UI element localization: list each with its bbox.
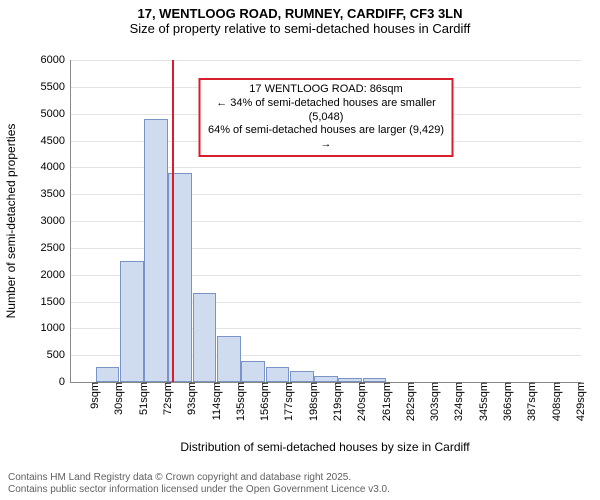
histogram-bar <box>96 367 120 382</box>
footer-line2: Contains public sector information licen… <box>8 484 390 496</box>
histogram-bar <box>193 293 217 382</box>
y-tick-label: 3500 <box>41 188 71 200</box>
y-tick-label: 1000 <box>41 322 71 334</box>
x-axis-label: Distribution of semi-detached houses by … <box>180 440 469 454</box>
annotation-line3: 64% of semi-detached houses are larger (… <box>207 124 446 152</box>
x-tick-label: 408sqm <box>549 382 563 421</box>
histogram-bar <box>241 361 265 382</box>
annotation-line1: 17 WENTLOOG ROAD: 86sqm <box>207 83 446 97</box>
x-tick-label: 30sqm <box>111 382 125 415</box>
chart-title-line1: 17, WENTLOOG ROAD, RUMNEY, CARDIFF, CF3 … <box>0 6 600 21</box>
x-tick-label: 345sqm <box>476 382 490 421</box>
histogram-bar <box>266 367 290 382</box>
x-tick-label: 135sqm <box>233 382 247 421</box>
annotation-box: 17 WENTLOOG ROAD: 86sqm← 34% of semi-det… <box>199 78 454 157</box>
x-tick-label: 303sqm <box>427 382 441 421</box>
y-tick-label: 2000 <box>41 269 71 281</box>
x-tick-label: 387sqm <box>524 382 538 421</box>
histogram-bar <box>290 371 314 382</box>
y-tick-label: 6000 <box>41 54 71 66</box>
x-tick-label: 114sqm <box>209 382 223 420</box>
histogram-bar <box>217 336 241 382</box>
chart-container: 17, WENTLOOG ROAD, RUMNEY, CARDIFF, CF3 … <box>0 0 600 500</box>
gridline <box>71 60 581 61</box>
x-tick-label: 51sqm <box>136 382 150 415</box>
x-tick-label: 219sqm <box>330 382 344 421</box>
x-tick-label: 429sqm <box>573 382 587 421</box>
x-tick-label: 9sqm <box>87 382 101 409</box>
y-tick-label: 4000 <box>41 161 71 173</box>
subject-property-marker <box>172 60 174 382</box>
x-tick-label: 366sqm <box>500 382 514 421</box>
x-tick-label: 240sqm <box>354 382 368 421</box>
y-tick-label: 500 <box>47 349 71 361</box>
y-tick-label: 2500 <box>41 242 71 254</box>
x-tick-label: 72sqm <box>160 382 174 415</box>
attribution-footer: Contains HM Land Registry data © Crown c… <box>8 472 390 496</box>
plot-area: 0500100015002000250030003500400045005000… <box>70 60 581 383</box>
histogram-bar <box>144 119 168 382</box>
y-tick-label: 0 <box>59 376 71 388</box>
x-tick-label: 93sqm <box>184 382 198 415</box>
x-tick-label: 324sqm <box>451 382 465 421</box>
y-tick-label: 3000 <box>41 215 71 227</box>
chart-title-line2: Size of property relative to semi-detach… <box>0 21 600 36</box>
x-tick-label: 261sqm <box>379 382 393 421</box>
histogram-bar <box>120 261 144 382</box>
y-tick-label: 5000 <box>41 108 71 120</box>
y-tick-label: 4500 <box>41 135 71 147</box>
x-tick-label: 282sqm <box>403 382 417 421</box>
y-axis-label: Number of semi-detached properties <box>4 124 18 319</box>
x-tick-label: 156sqm <box>257 382 271 421</box>
x-tick-label: 177sqm <box>281 382 295 421</box>
x-tick-label: 198sqm <box>306 382 320 421</box>
y-tick-label: 5500 <box>41 81 71 93</box>
footer-line1: Contains HM Land Registry data © Crown c… <box>8 472 390 484</box>
annotation-line2: ← 34% of semi-detached houses are smalle… <box>207 97 446 125</box>
y-tick-label: 1500 <box>41 296 71 308</box>
